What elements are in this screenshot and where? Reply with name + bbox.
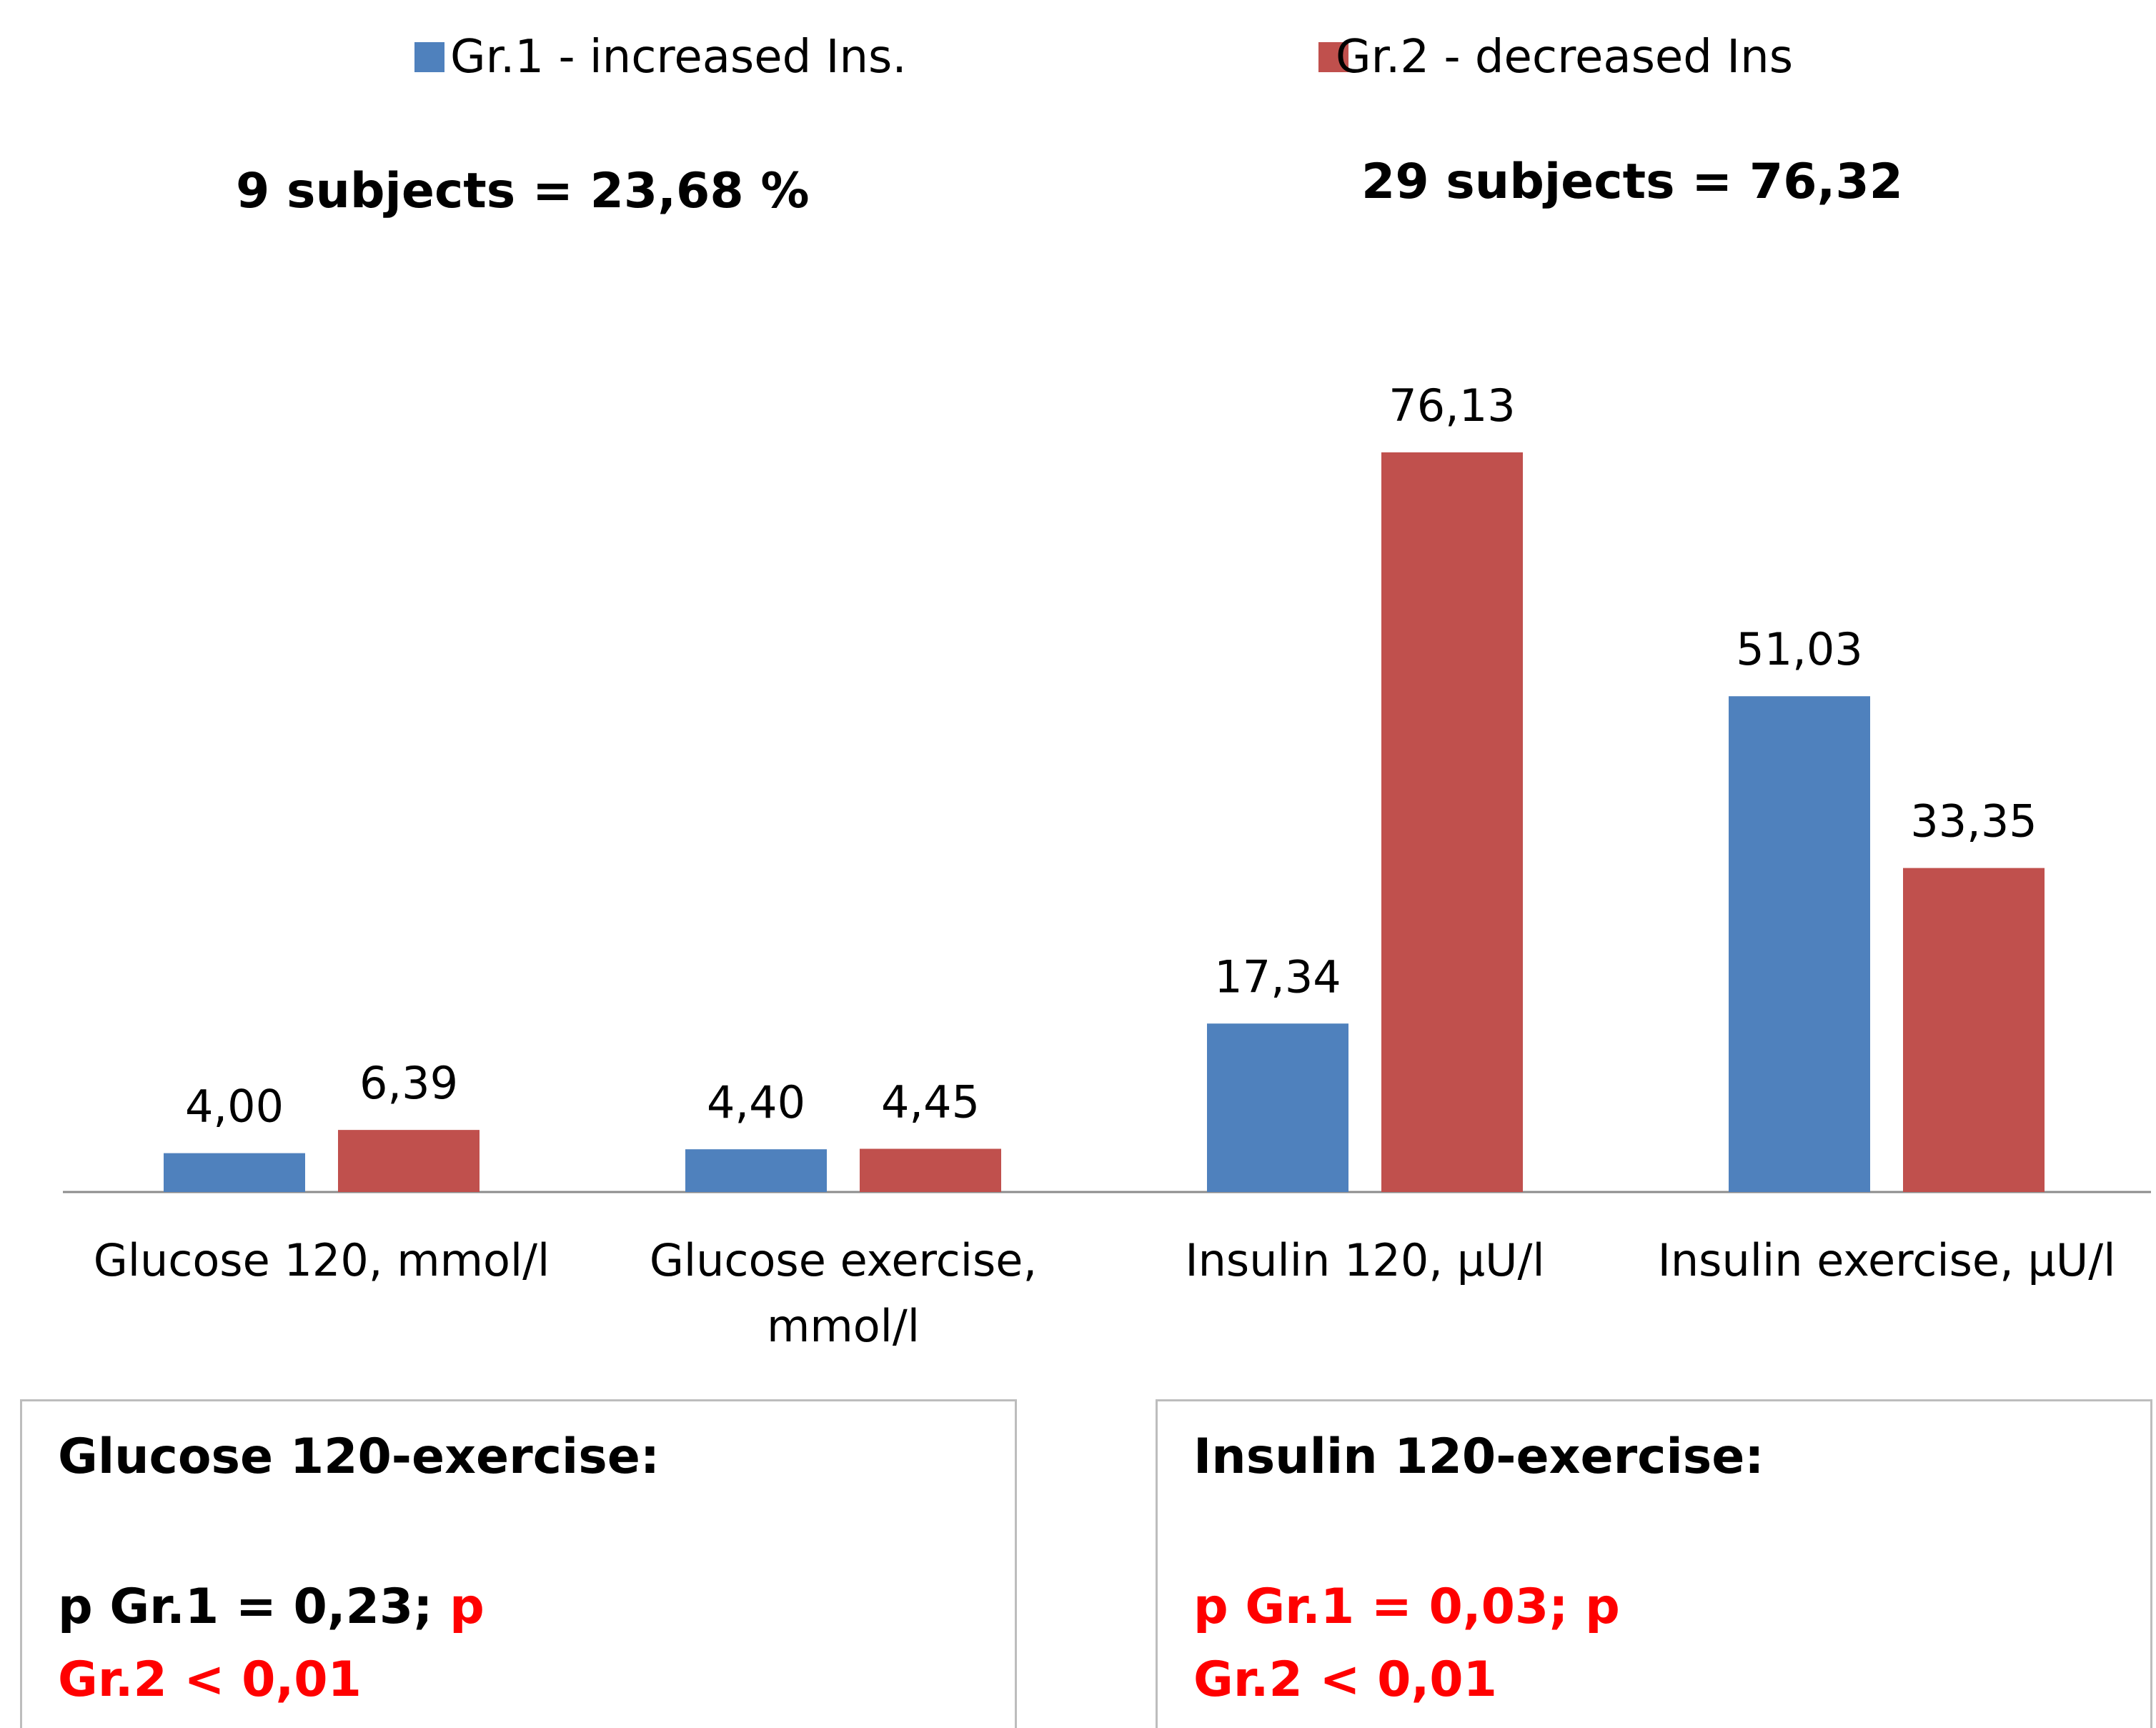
bar-1-1 [164,1153,305,1192]
insulin-p-gr1: p Gr.1 = 0,03; p [1193,1579,1620,1635]
data-label-2-4: 33,35 [1910,795,2037,848]
insulin-stats-heading: Insulin 120-exercise: [1193,1429,1764,1485]
insulin-stats-box: Insulin 120-exercise: p Gr.1 = 0,03; p G… [1156,1399,2152,1728]
data-label-2-2: 4,45 [881,1076,980,1128]
data-label-2-3: 76,13 [1389,379,1516,432]
x-tick-label-4-1: Insulin exercise, μU/l [1658,1234,2116,1286]
legend-label-gr2: Gr.2 - decreased Ins [1336,31,1794,84]
bar-1-4 [1729,696,1870,1192]
x-tick-label-2-1: Glucose exercise, [650,1234,1037,1286]
data-label-1-2: 4,40 [707,1076,805,1128]
bar-2-2 [860,1148,1001,1192]
data-label-1-4: 51,03 [1736,623,1863,675]
bar-chart: 4,00 6,39 Glucose 120, mmol/l 4,40 4,45 Gluco… [63,379,2151,1352]
glucose-p-gr1: p Gr.1 = 0,23; [58,1579,433,1635]
bar-2-4 [1903,868,2045,1192]
bar-2-3 [1381,452,1523,1192]
legend-item-gr1: Gr.1 - increased Ins. [414,29,907,86]
glucose-p-gr2-prefix: p [449,1579,485,1635]
insulin-p-gr2: Gr.2 < 0,01 [1193,1652,1497,1708]
glucose-stats-box: Glucose 120-exercise: p Gr.1 = 0,23; p G… [20,1399,1017,1728]
legend-label-gr1: Gr.1 - increased Ins. [450,31,907,84]
data-label-1-1: 4,00 [185,1081,284,1133]
legend-swatch-gr2 [1318,42,1348,72]
group1-subjects-note: 9 subjects = 23,68 % [236,163,810,219]
glucose-p-gr2: Gr.2 < 0,01 [58,1652,362,1708]
legend-item-gr2: Gr.2 - decreased Ins [1318,29,1793,86]
x-tick-label-3-1: Insulin 120, μU/l [1185,1234,1544,1286]
bar-2-1 [338,1130,480,1192]
x-tick-label-2-2: mmol/l [767,1300,920,1352]
data-label-2-1: 6,39 [359,1057,458,1109]
group2-subjects-note: 29 subjects = 76,32 [1361,154,1903,210]
glucose-stats-heading: Glucose 120-exercise: [58,1429,660,1485]
x-tick-label-1-1: Glucose 120, mmol/l [94,1234,550,1286]
legend-swatch-gr1 [414,42,444,72]
data-label-1-3: 17,34 [1214,950,1341,1003]
bar-1-2 [685,1149,827,1192]
bar-1-3 [1207,1023,1348,1192]
